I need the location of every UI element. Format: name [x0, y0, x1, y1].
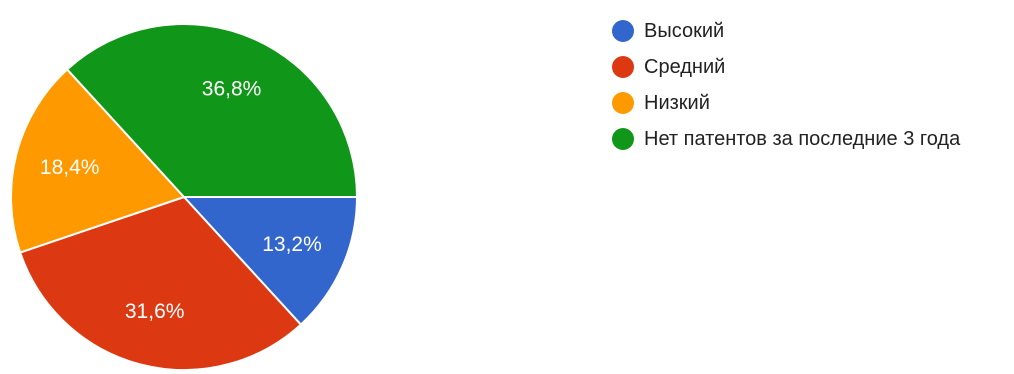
legend-swatch-icon	[612, 20, 634, 42]
legend-label: Низкий	[644, 91, 710, 114]
slice-value-label: 36,8%	[202, 78, 262, 101]
pie-slice-4[interactable]	[65, 23, 359, 198]
legend-label: Высокий	[644, 19, 725, 42]
legend-swatch-icon	[612, 92, 634, 114]
slice-value-label: 31,6%	[125, 300, 185, 323]
slice-value-label: 13,2%	[262, 233, 322, 256]
legend-swatch-icon	[612, 56, 634, 78]
legend-label: Средний	[644, 55, 726, 78]
pie-slices	[10, 23, 359, 371]
pie-slice-1[interactable]	[181, 196, 359, 327]
pie-slice-2[interactable]	[18, 195, 303, 371]
legend-label: Нет патентов за последние 3 года	[644, 127, 961, 150]
pie-slice-labels: 13,2% 31,6% 18,4% 36,8%	[40, 78, 322, 323]
legend-item[interactable]: Высокий	[612, 13, 960, 49]
slice-value-label: 18,4%	[40, 156, 100, 179]
pie-slice-3[interactable]	[10, 67, 186, 254]
legend-item[interactable]: Средний	[612, 49, 960, 85]
legend-item[interactable]: Низкий	[612, 85, 960, 121]
legend-item[interactable]: Нет патентов за последние 3 года	[612, 121, 960, 157]
chart-legend: Высокий Средний Низкий Нет патентов за посл…	[612, 13, 960, 157]
legend-swatch-icon	[612, 128, 634, 150]
